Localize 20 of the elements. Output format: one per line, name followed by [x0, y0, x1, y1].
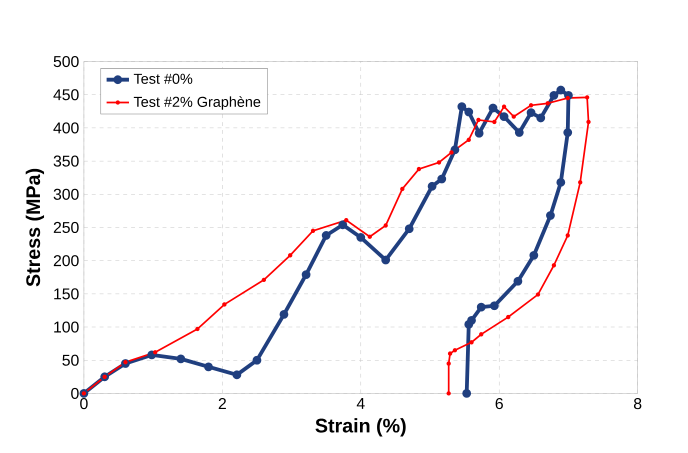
- y-tick-label: 450: [53, 89, 79, 100]
- y-tick-label: 500: [54, 56, 79, 68]
- x-tick-label: 0: [80, 398, 88, 410]
- x-tick-label: 6: [496, 398, 503, 410]
- x-tick-label: 4: [356, 398, 365, 409]
- y-tick-label: 50: [62, 354, 79, 366]
- y-tick-label: 200: [54, 255, 79, 266]
- y-tick-label: 100: [54, 321, 79, 333]
- y-axis-title: Stress (MPa): [26, 168, 44, 286]
- y-tick-label: 0: [71, 388, 79, 399]
- legend-label: Test #0%: [134, 74, 192, 84]
- x-tick-label: 8: [634, 398, 642, 410]
- y-tick-label: 400: [53, 122, 79, 134]
- x-axis-title: Strain (%): [315, 418, 406, 436]
- y-tick-label: 150: [54, 288, 79, 300]
- legend-label: Test #2% Graphène: [134, 96, 260, 110]
- y-tick-label: 350: [54, 155, 79, 167]
- x-tick-label: 2: [218, 398, 226, 409]
- y-tick-label: 250: [54, 222, 79, 233]
- y-tick-label: 300: [54, 188, 79, 200]
